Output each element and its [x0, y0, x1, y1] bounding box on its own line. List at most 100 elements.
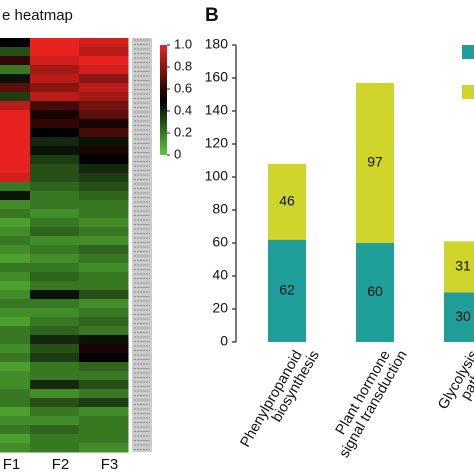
bar-value-label: 31 — [455, 258, 471, 274]
heatmap-cell — [30, 326, 80, 336]
heatmap-cell — [30, 92, 80, 102]
bar-segment — [444, 292, 474, 342]
bar-segment — [356, 82, 394, 243]
heatmap-cell — [30, 299, 80, 309]
heatmap-cell — [30, 272, 80, 282]
heatmap-cell — [30, 407, 80, 417]
heatmap-cell — [30, 83, 80, 93]
heatmap-cell — [0, 191, 31, 201]
heatmap-cell — [0, 74, 31, 84]
bar-segment — [444, 241, 474, 293]
heatmap-cell — [0, 308, 31, 318]
heatmap-cell — [30, 182, 80, 192]
heatmap-cell — [79, 317, 129, 327]
heatmap-cell — [0, 425, 31, 435]
heatmap-cell — [30, 137, 80, 147]
heatmap-cell — [30, 65, 80, 75]
heatmap-cell — [0, 236, 31, 246]
heatmap-cell — [0, 110, 31, 120]
heatmap-cell — [0, 245, 31, 255]
heatmap-cell — [30, 236, 80, 246]
heatmap-cell — [0, 254, 31, 264]
heatmap-cell — [79, 191, 129, 201]
heatmap-cell — [30, 209, 80, 219]
legend-swatch — [462, 45, 474, 59]
heatmap-cell — [30, 434, 80, 444]
heatmap-cell — [30, 317, 80, 327]
heatmap-cell — [79, 344, 129, 354]
column-label: F1 — [3, 456, 21, 473]
heatmap-cell — [0, 344, 31, 354]
bar-segment — [268, 239, 306, 342]
heatmap-cell — [30, 290, 80, 300]
heatmap-cell — [79, 110, 129, 120]
heatmap-cell — [30, 398, 80, 408]
heatmap-cell — [30, 389, 80, 399]
heatmap-cell — [79, 245, 129, 255]
column-label: F3 — [101, 456, 119, 473]
y-tick-label: 160 — [205, 69, 229, 85]
heatmap-cell — [79, 425, 129, 435]
heatmap-cell — [30, 173, 80, 183]
column-label: F2 — [52, 456, 70, 473]
heatmap-cell — [0, 56, 31, 66]
heatmap-cell — [0, 137, 31, 147]
heatmap-cell — [30, 380, 80, 390]
heatmap-cell — [79, 65, 129, 75]
bar-value-label: 60 — [367, 283, 383, 299]
heatmap-cell — [0, 326, 31, 336]
heatmap-cell — [0, 335, 31, 345]
heatmap-cell — [79, 38, 129, 48]
heatmap-cell — [79, 236, 129, 246]
heatmap-cell — [30, 191, 80, 201]
bar-value-label: 30 — [455, 308, 471, 324]
y-tick-label: 120 — [205, 135, 229, 151]
heatmap-cell — [30, 119, 80, 129]
y-tick-label: 180 — [205, 36, 229, 52]
heatmap-cell — [79, 398, 129, 408]
heatmap-cell — [79, 434, 129, 444]
heatmap-cell — [79, 254, 129, 264]
heatmap-cell — [30, 443, 80, 453]
heatmap-cell — [79, 299, 129, 309]
heatmap-cell — [0, 164, 31, 174]
heatmap-cell — [0, 263, 31, 273]
heatmap-cell — [30, 155, 80, 165]
row-label-strip — [132, 38, 152, 452]
heatmap-cell — [0, 443, 31, 453]
heatmap-cell — [0, 290, 31, 300]
heatmap-cell — [79, 380, 129, 390]
heatmap-cell — [0, 317, 31, 327]
heatmap-cell — [30, 362, 80, 372]
heatmap-cell — [79, 128, 129, 138]
heatmap-cell — [0, 47, 31, 57]
heatmap-cell — [79, 335, 129, 345]
heatmap-cell — [30, 56, 80, 66]
heatmap-cell — [0, 200, 31, 210]
heatmap-cell — [0, 218, 31, 228]
colorbar-tick-label: 0.6 — [174, 80, 192, 95]
heatmap-cell — [0, 92, 31, 102]
heatmap-cell — [0, 380, 31, 390]
bar-segment — [356, 243, 394, 342]
heatmap-cell — [30, 335, 80, 345]
heatmap-cell — [79, 218, 129, 228]
heatmap-cell — [30, 245, 80, 255]
y-tick-label: 80 — [212, 201, 228, 217]
heatmap-cell — [79, 101, 129, 111]
heatmap-cell — [30, 146, 80, 156]
heatmap-cell — [30, 353, 80, 363]
heatmap-cell — [79, 155, 129, 165]
colorbar-tick-label: 1.0 — [174, 36, 192, 51]
heatmap-cell — [79, 56, 129, 66]
heatmap-cell — [79, 227, 129, 237]
y-tick-label: 40 — [212, 267, 228, 283]
heatmap-cell — [0, 371, 31, 381]
heatmap-cell — [79, 308, 129, 318]
y-tick-label: 100 — [205, 168, 229, 184]
heatmap-cell — [30, 38, 80, 48]
heatmap-cell — [0, 272, 31, 282]
heatmap-cell — [30, 416, 80, 426]
heatmap-cell — [30, 110, 80, 120]
heatmap-cell — [30, 254, 80, 264]
